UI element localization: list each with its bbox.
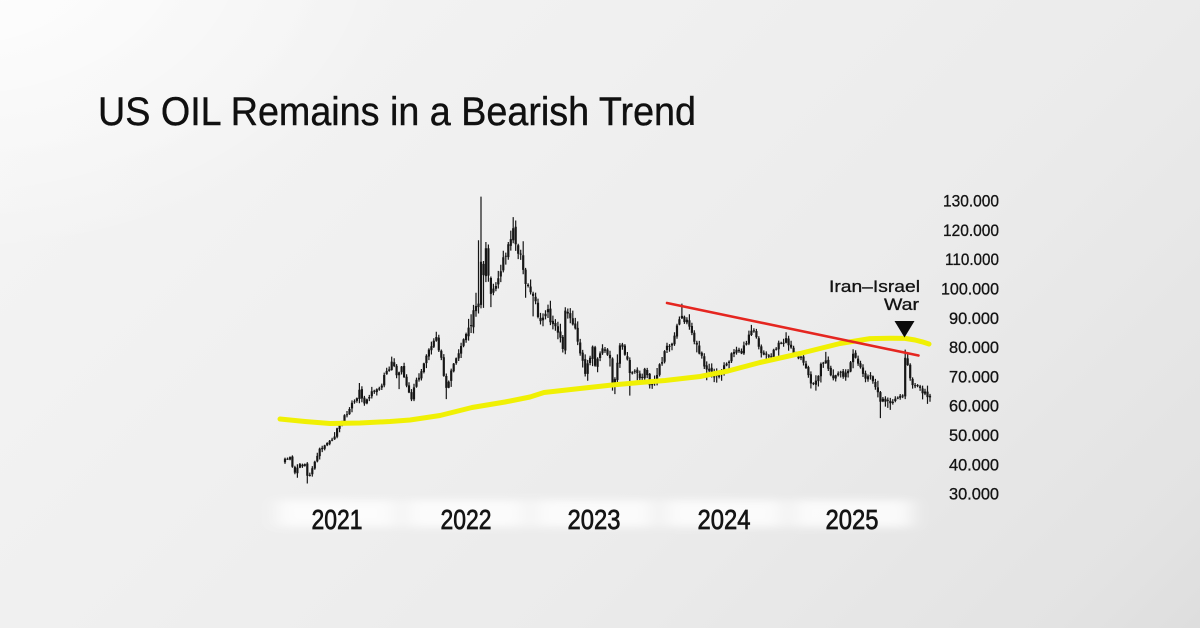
svg-text:2022: 2022 — [441, 504, 492, 535]
svg-text:70.000: 70.000 — [949, 368, 999, 386]
svg-text:50.000: 50.000 — [949, 427, 999, 445]
svg-text:110.000: 110.000 — [945, 251, 999, 269]
svg-text:2023: 2023 — [568, 504, 621, 535]
svg-text:100.000: 100.000 — [941, 281, 999, 299]
svg-text:2025: 2025 — [826, 504, 879, 535]
svg-text:60.000: 60.000 — [949, 398, 999, 416]
svg-text:90.000: 90.000 — [949, 310, 999, 328]
svg-text:US OIL Remains in a Bearish Tr: US OIL Remains in a Bearish Trend — [98, 90, 696, 134]
svg-text:2024: 2024 — [698, 504, 751, 535]
svg-text:2021: 2021 — [312, 504, 363, 535]
svg-text:30.000: 30.000 — [949, 486, 999, 504]
svg-text:80.000: 80.000 — [949, 339, 999, 357]
svg-text:120.000: 120.000 — [943, 222, 999, 240]
svg-text:130.000: 130.000 — [943, 193, 999, 211]
svg-text:Iran–Israel: Iran–Israel — [829, 278, 920, 296]
svg-text:40.000: 40.000 — [949, 456, 999, 474]
svg-text:War: War — [884, 296, 920, 314]
